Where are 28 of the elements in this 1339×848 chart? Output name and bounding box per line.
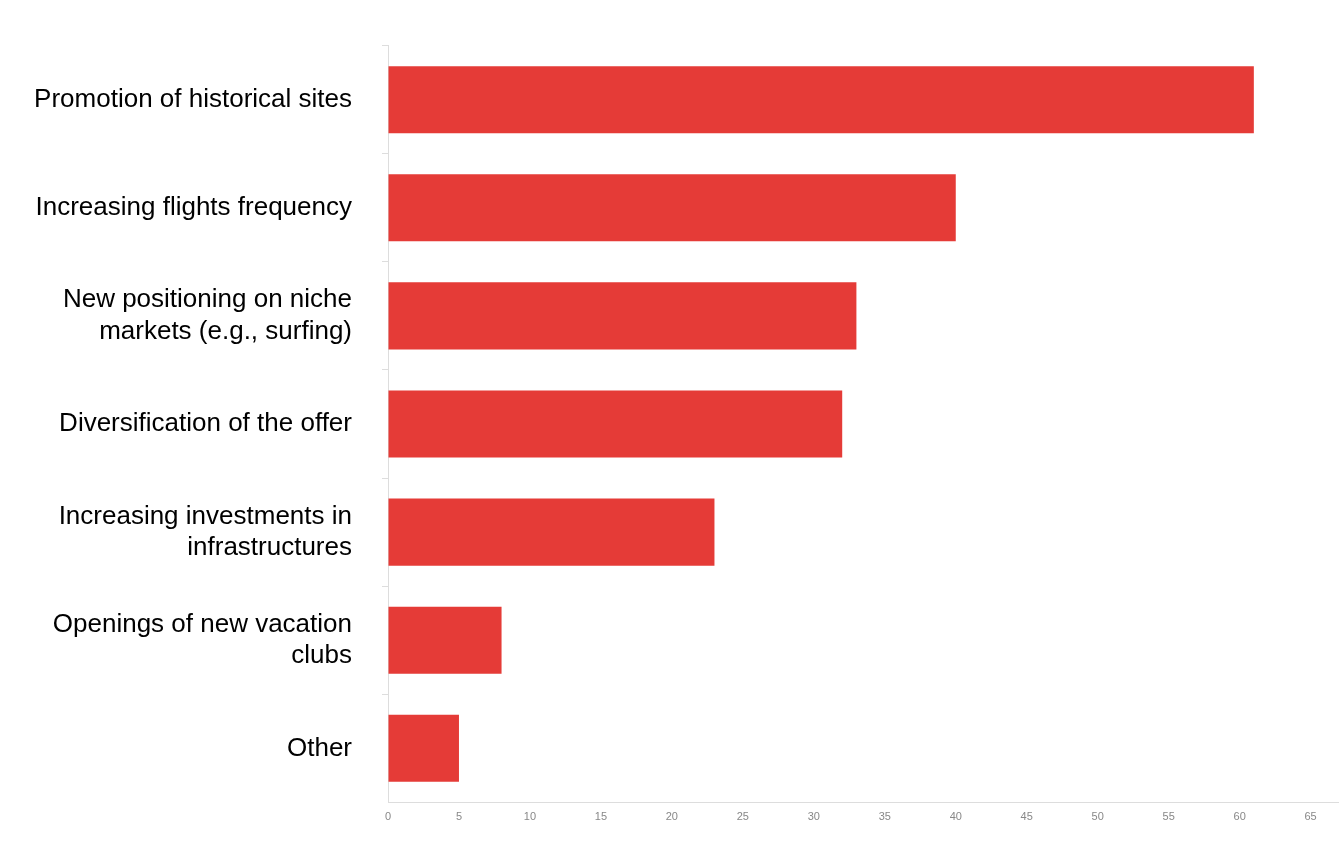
bar: [388, 282, 857, 350]
x-tick-label: 15: [594, 810, 608, 823]
x-tick-label: 45: [1020, 810, 1033, 823]
bar: [388, 390, 843, 458]
x-tick-label: 65: [1304, 810, 1317, 823]
bar: [388, 606, 502, 674]
bar: [388, 498, 715, 566]
x-tick-label: 50: [1091, 810, 1104, 823]
x-tick-label: 35: [878, 810, 891, 823]
y-tick-label: Promotion of historical sites: [34, 82, 352, 113]
y-tick-label: Diversification of the offer: [59, 407, 353, 438]
y-tick-label: Increasing investments in infrastructures: [58, 499, 352, 561]
x-tick-label: 5: [455, 810, 463, 823]
x-tick-label: 25: [736, 810, 749, 823]
x-tick-label: 55: [1162, 810, 1175, 823]
x-tick-label: 10: [523, 810, 537, 823]
bar: [388, 174, 956, 242]
x-tick-label: 0: [384, 810, 392, 823]
y-tick-label: Openings of new vacation clubs: [52, 607, 352, 669]
y-tick-label: New positioning on niche markets (e.g., surfing): [62, 283, 352, 345]
x-tick-label: 60: [1233, 810, 1246, 823]
bar: [388, 66, 1254, 134]
bar: [388, 714, 459, 782]
y-tick-label: Other: [286, 731, 353, 762]
x-tick-label: 30: [807, 810, 820, 823]
x-tick-label: 40: [949, 810, 962, 823]
y-tick-label: Increasing flights frequency: [35, 190, 352, 221]
x-tick-label: 20: [665, 810, 679, 823]
